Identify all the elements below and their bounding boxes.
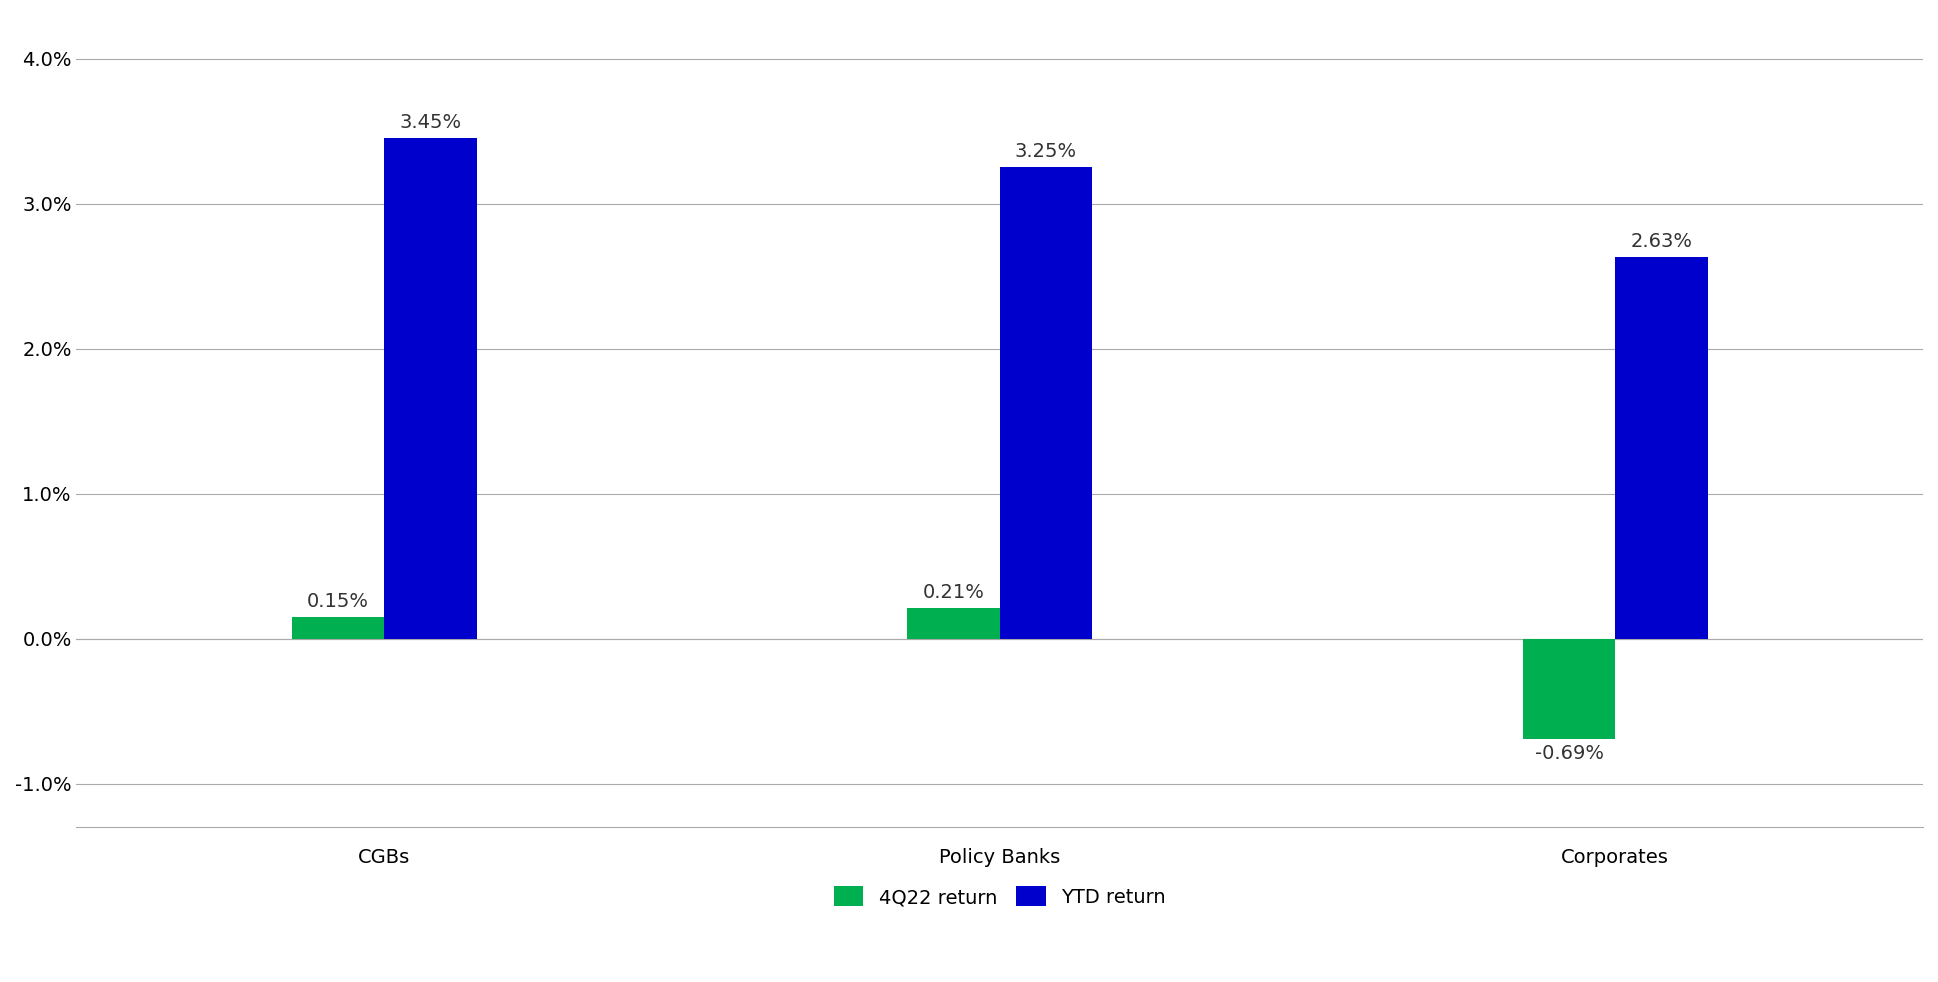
Bar <box>1523 638 1614 738</box>
Text: 2.63%: 2.63% <box>1630 233 1692 251</box>
Text: 3.45%: 3.45% <box>399 114 461 133</box>
Text: 3.25%: 3.25% <box>1016 142 1078 161</box>
Text: 0.15%: 0.15% <box>306 592 368 611</box>
Text: 0.21%: 0.21% <box>922 583 985 602</box>
Bar <box>907 608 1000 638</box>
Legend: 4Q22 return, YTD return: 4Q22 return, YTD return <box>826 879 1174 915</box>
Bar <box>1000 167 1093 638</box>
Text: -0.69%: -0.69% <box>1535 744 1603 763</box>
Bar <box>293 617 384 638</box>
Bar <box>384 138 477 638</box>
Bar <box>1614 257 1707 638</box>
